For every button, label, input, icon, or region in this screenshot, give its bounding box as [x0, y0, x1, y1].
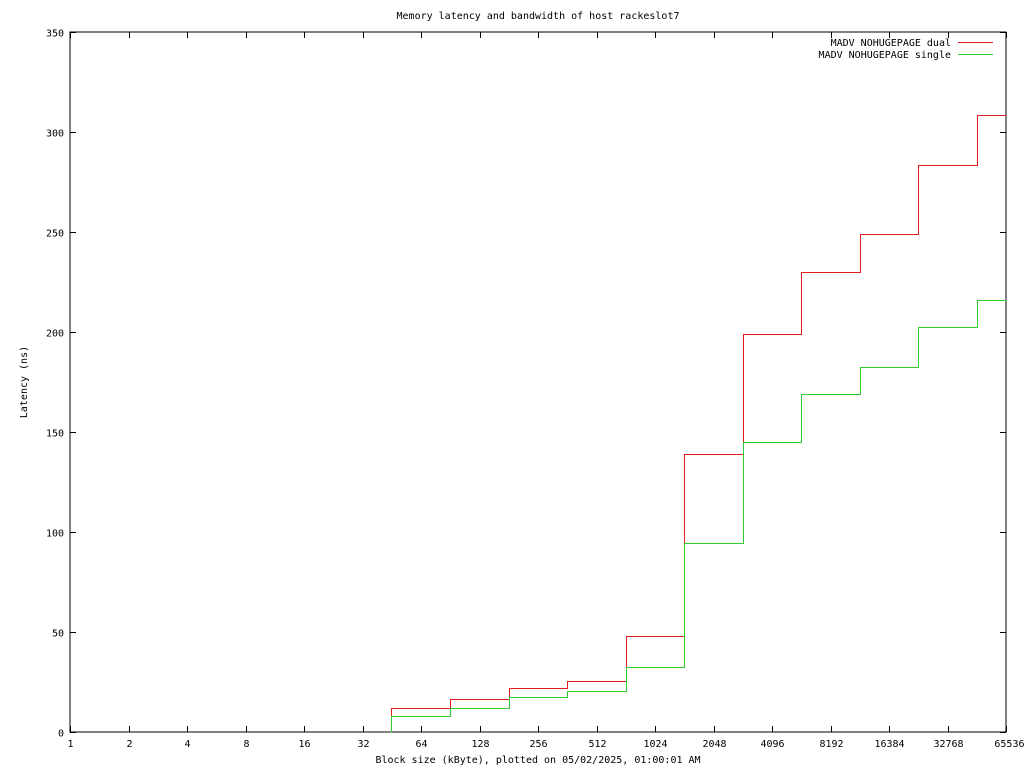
- y-tick-label: 300: [46, 129, 64, 140]
- chart-title: Memory latency and bandwidth of host rac…: [397, 11, 680, 22]
- x-tick-label: 32768: [933, 739, 963, 750]
- x-tick-label: 65536: [994, 739, 1024, 750]
- y-tick-label: 50: [52, 629, 64, 640]
- x-tick-label: 8192: [819, 739, 843, 750]
- x-tick-label: 16384: [874, 739, 904, 750]
- plot-frame: [69, 31, 1007, 733]
- x-tick-label: 4: [184, 739, 190, 750]
- x-tick-label: 2048: [702, 739, 726, 750]
- x-tick-label: 4096: [760, 739, 784, 750]
- x-tick-label: 16: [298, 739, 310, 750]
- x-tick-label: 32: [357, 739, 369, 750]
- x-tick-label: 1: [67, 739, 73, 750]
- y-tick-label: 150: [46, 429, 64, 440]
- legend-label: MADV NOHUGEPAGE dual: [831, 38, 951, 49]
- y-tick-label: 350: [46, 29, 64, 40]
- x-tick-label: 64: [415, 739, 427, 750]
- x-axis: 1 2 4 8 16 32 64 128 256 512 1024 2048 4096 8192 16384…: [67, 32, 1024, 750]
- x-tick-label: 2: [126, 739, 132, 750]
- series-line-1: [391, 300, 1007, 733]
- y-axis: 0 50 100 150 200 250 300 350: [46, 29, 1006, 740]
- x-tick-label: 1024: [643, 739, 667, 750]
- legend-label: MADV NOHUGEPAGE single: [819, 50, 951, 61]
- series-line-0: [391, 115, 1007, 733]
- y-tick-label: 250: [46, 229, 64, 240]
- y-axis-label: Latency (ns): [19, 346, 30, 418]
- series-layer: [391, 115, 1007, 733]
- x-axis-label: Block size (kByte), plotted on 05/02/202…: [375, 755, 700, 766]
- y-tick-label: 100: [46, 529, 64, 540]
- x-tick-label: 128: [471, 739, 489, 750]
- x-tick-label: 8: [243, 739, 249, 750]
- x-tick-label: 512: [588, 739, 606, 750]
- y-tick-label: 200: [46, 329, 64, 340]
- x-tick-label: 256: [529, 739, 547, 750]
- y-tick-label: 0: [58, 729, 64, 740]
